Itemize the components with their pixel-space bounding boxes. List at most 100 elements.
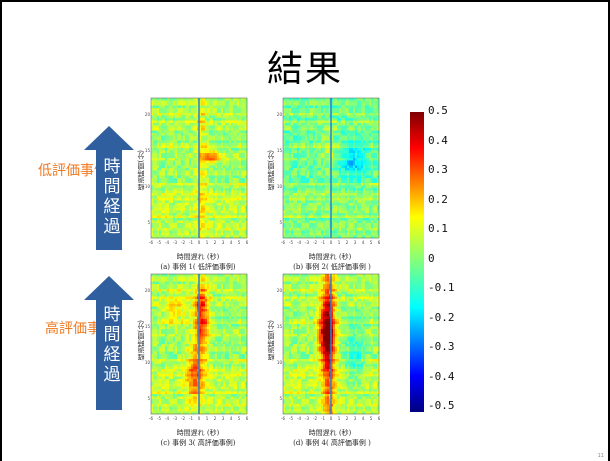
x-tick-label: 3 [222, 240, 225, 245]
y-tick-label: 10 [277, 360, 282, 365]
colorbar-gradient [410, 112, 424, 412]
group-label-low: 低評価事例 [38, 163, 108, 179]
colorbar-tick: 0.5 [428, 104, 448, 117]
arrow-text-high: 時間経過 [103, 305, 121, 385]
colorbar [410, 112, 424, 416]
x-tick-label: -5 [157, 240, 161, 245]
x-tick-label: -2 [181, 240, 185, 245]
colorbar-tick: 0.1 [428, 222, 448, 235]
colorbar-tick: 0 [428, 251, 435, 265]
x-tick-label: 5 [370, 416, 373, 421]
x-tick-label: 4 [362, 240, 365, 245]
y-tick-label: 5 [147, 220, 150, 225]
xlabel-c: 時間遅れ (秒) [176, 429, 220, 437]
caption-a: (a) 事例 1( 低評価事例) [160, 263, 236, 271]
heatmap-panel-b: -6 -5 -4 -3 -2 -1 0 1 2 3 4 5 6 20 15 10 5 [277, 96, 382, 246]
colorbar-tick: -0.1 [428, 281, 455, 294]
y-tick-label: 15 [277, 148, 282, 153]
heatmap-panel-a: -6 -5 -4 -3 -2 -1 0 1 2 3 4 5 6 20 15 10 5 [145, 96, 250, 246]
slide-title: 結果 [266, 49, 343, 90]
x-tick-label: 1 [338, 416, 341, 421]
y-tick-label: 5 [147, 396, 150, 401]
y-tick-label: 20 [145, 288, 150, 293]
x-tick-label: 3 [354, 240, 357, 245]
xlabel-a: 時間遅れ (秒) [176, 253, 220, 261]
x-tick-label: -3 [305, 240, 309, 245]
x-tick-label: -4 [297, 240, 301, 245]
x-tick-label: -3 [305, 416, 309, 421]
x-tick-label: 1 [206, 416, 209, 421]
x-tick-label: -2 [313, 416, 317, 421]
x-tick-label: -2 [181, 416, 185, 421]
x-tick-label: 6 [378, 240, 381, 245]
y-tick-label: 5 [279, 220, 282, 225]
colorbar-tick: 0.3 [428, 163, 448, 176]
ylabel-d: 経過時間(分) [267, 320, 275, 361]
caption-c: (c) 事例 3( 高評価事例) [160, 439, 236, 447]
page-number: 11 [597, 453, 604, 459]
time-arrow-high [84, 276, 134, 414]
x-tick-label: 0 [330, 240, 333, 245]
y-tick-label: 20 [145, 112, 150, 117]
x-tick-label: -5 [289, 416, 293, 421]
x-tick-label: 2 [214, 416, 217, 421]
y-tick-label: 5 [279, 396, 282, 401]
x-tick-label: -1 [189, 416, 193, 421]
x-tick-label: -1 [321, 240, 325, 245]
x-tick-label: 6 [246, 416, 249, 421]
y-tick-label: 20 [277, 112, 282, 117]
x-tick-label: 0 [198, 416, 201, 421]
x-tick-label: 6 [378, 416, 381, 421]
y-tick-label: 10 [145, 360, 150, 365]
xlabel-d: 時間遅れ (秒) [308, 429, 352, 437]
y-tick-label: 10 [145, 184, 150, 189]
x-tick-label: 1 [206, 240, 209, 245]
x-tick-label: -6 [281, 416, 285, 421]
caption-d: (d) 事例 4( 高評価事例 ) [293, 439, 371, 447]
y-tick-label: 15 [145, 148, 150, 153]
colorbar-tick: -0.3 [428, 340, 455, 353]
time-arrow-low [84, 126, 134, 254]
x-tick-label: 5 [370, 240, 373, 245]
x-tick-label: 4 [362, 416, 365, 421]
x-tick-label: -5 [289, 240, 293, 245]
x-tick-label: 6 [246, 240, 249, 245]
x-tick-label: -3 [173, 416, 177, 421]
colorbar-tick: -0.2 [428, 310, 455, 324]
x-tick-label: -1 [321, 416, 325, 421]
heatmap-panel-c: -6 -5 -4 -3 -2 -1 0 1 2 3 4 5 6 20 15 10 5 [145, 272, 250, 422]
xlabel-b: 時間遅れ (秒) [308, 253, 352, 261]
x-tick-label: -6 [149, 240, 153, 245]
x-tick-label: 3 [354, 416, 357, 421]
x-tick-label: 1 [338, 240, 341, 245]
colorbar-tick: 0.4 [428, 133, 448, 147]
arrow-text-low: 時間経過 [103, 157, 121, 237]
ylabel-b: 経過時間(分) [267, 150, 275, 191]
x-tick-label: 5 [238, 240, 241, 245]
y-tick-label: 10 [277, 184, 282, 189]
x-tick-label: 5 [238, 416, 241, 421]
x-tick-label: 2 [346, 416, 349, 421]
colorbar-tick: 0.2 [428, 192, 448, 206]
x-tick-label: -6 [149, 416, 153, 421]
x-tick-label: -3 [173, 240, 177, 245]
x-tick-label: -2 [313, 240, 317, 245]
x-tick-label: -1 [189, 240, 193, 245]
x-tick-label: 2 [214, 240, 217, 245]
x-tick-label: 0 [198, 240, 201, 245]
y-tick-label: 20 [277, 288, 282, 293]
colorbar-tick: -0.4 [428, 369, 455, 383]
x-tick-label: -5 [157, 416, 161, 421]
heatmap-panel-d: -6 -5 -4 -3 -2 -1 0 1 2 3 4 5 6 20 15 10 5 [277, 272, 382, 422]
x-tick-label: -4 [297, 416, 301, 421]
x-tick-label: -6 [281, 240, 285, 245]
x-tick-label: 3 [222, 416, 225, 421]
ylabel-c: 経過時間(分) [137, 320, 145, 361]
x-tick-label: -4 [165, 240, 169, 245]
caption-b: (b) 事例 2( 低評価事例 ) [293, 263, 371, 271]
